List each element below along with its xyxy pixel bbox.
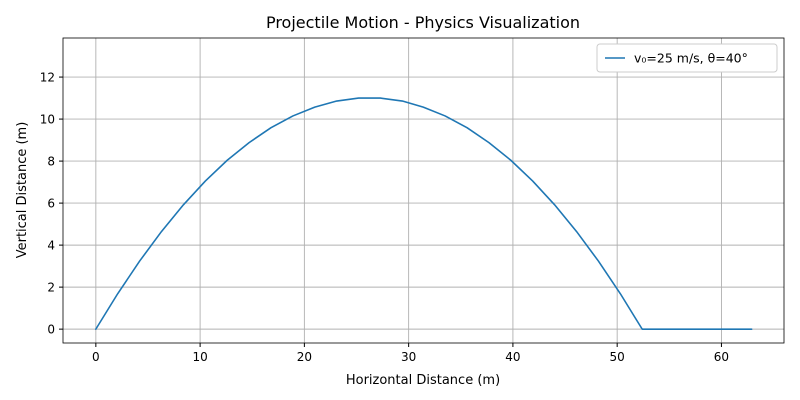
legend: v₀=25 m/s, θ=40° [596,43,778,73]
x-axis-label: Horizontal Distance (m) [346,373,500,388]
y-tick-label: 0 [47,322,55,336]
chart-title: Projectile Motion - Physics Visualizatio… [266,13,580,32]
legend-box [596,43,778,73]
ticks: 0 10 20 30 40 50 60 0 2 4 6 8 10 12 [40,70,729,364]
series-layer [95,97,753,330]
y-axis-label: Vertical Distance (m) [15,122,30,259]
x-tick-label: 20 [297,350,312,364]
x-tick-label: 30 [401,350,416,364]
y-tick-label: 4 [47,238,55,252]
y-tick-label: 12 [40,70,55,84]
y-tick-label: 10 [40,112,55,126]
legend-entry: v₀=25 m/s, θ=40° [634,51,748,66]
x-tick-label: 40 [505,350,520,364]
y-tick-label: 6 [47,196,55,210]
y-tick-label: 8 [47,154,55,168]
x-tick-label: 10 [192,350,207,364]
plot-frame [62,37,785,344]
x-tick-label: 60 [714,350,729,364]
y-tick-label: 2 [47,280,55,294]
x-tick-label: 0 [92,350,100,364]
grid [63,38,784,343]
series-line-0 [95,97,753,330]
x-tick-label: 50 [610,350,625,364]
